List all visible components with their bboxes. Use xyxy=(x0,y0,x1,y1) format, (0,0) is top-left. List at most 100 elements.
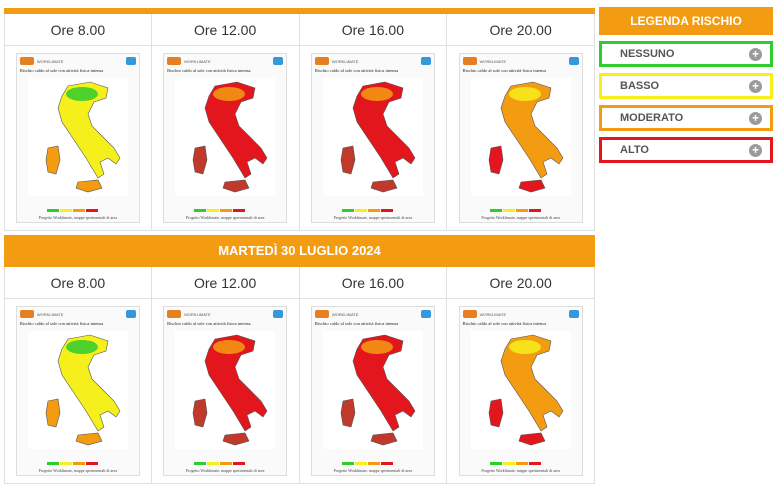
scale-swatch xyxy=(59,462,72,465)
legend-item-alto[interactable]: ALTO + xyxy=(599,137,773,163)
scale-swatch xyxy=(207,209,220,212)
scale-swatch xyxy=(380,209,393,212)
scale-swatch xyxy=(233,462,246,465)
region-shape xyxy=(57,334,121,432)
slot-cell: Ore 12.00 WORKLIMATE Rischio caldo al sol… xyxy=(151,267,300,484)
worklimate-logo xyxy=(462,310,477,318)
scale-swatch xyxy=(220,462,233,465)
alpine-zone xyxy=(213,340,246,354)
risk-map-image[interactable]: WORKLIMATE Rischio caldo al sole con atti… xyxy=(310,53,435,223)
map-title: Rischio caldo al sole con attività fisic… xyxy=(462,321,546,326)
logo-text: WORKLIMATE xyxy=(184,58,211,64)
region-shape xyxy=(204,81,268,179)
region-shape xyxy=(370,179,398,193)
alpine-zone xyxy=(360,340,393,354)
alpine-zone xyxy=(508,340,541,354)
map-title: Rischio caldo al sole con attività fisic… xyxy=(19,321,104,326)
slot-cell: Ore 20.00 WORKLIMATE Rischio caldo al sol… xyxy=(447,267,595,484)
slot-cell: Ore 8.00 WORKLIMATE Rischio caldo al sole… xyxy=(4,267,152,484)
slot-time: Ore 20.00 xyxy=(447,14,594,46)
risk-map-image[interactable]: WORKLIMATE Rischio caldo al sole con atti… xyxy=(163,53,288,223)
scale-swatch xyxy=(528,462,541,465)
legend-item-nessuno[interactable]: NESSUNO + xyxy=(599,41,773,67)
scale-swatch xyxy=(341,209,354,212)
map-color-scale xyxy=(489,209,541,212)
region-shape xyxy=(57,81,121,179)
partner-logo xyxy=(568,57,579,65)
risk-map-image[interactable]: WORKLIMATE Rischio caldo al sole con atti… xyxy=(458,53,583,223)
legend-title: LEGENDA RISCHIO xyxy=(599,7,773,35)
map-color-scale xyxy=(341,209,393,212)
legend-item-label: MODERATO xyxy=(620,112,684,124)
map-footer: Progetto Worklimate, mappe sperimentali … xyxy=(333,215,413,220)
scale-swatch xyxy=(489,209,502,212)
logo-text: WORKLIMATE xyxy=(479,58,507,64)
plus-circle-icon[interactable]: + xyxy=(749,111,762,125)
region-shape xyxy=(75,432,103,446)
scale-swatch xyxy=(85,462,98,465)
worklimate-logo xyxy=(19,310,34,318)
legend-item-moderato[interactable]: MODERATO + xyxy=(599,105,773,131)
logo-text: WORKLIMATE xyxy=(331,311,359,317)
scale-swatch xyxy=(194,209,207,212)
map-title: Rischio caldo al sole con attività fisic… xyxy=(314,321,399,326)
risk-map-image[interactable]: WORKLIMATE Rischio caldo al sole con atti… xyxy=(163,306,288,476)
region-shape xyxy=(75,179,103,193)
slot-time: Ore 16.00 xyxy=(299,267,447,299)
slot-time: Ore 8.00 xyxy=(5,267,151,299)
plus-circle-icon[interactable]: + xyxy=(749,79,762,93)
worklimate-logo xyxy=(462,57,477,65)
partner-logo xyxy=(273,57,284,65)
legend-item-basso[interactable]: BASSO + xyxy=(599,73,773,99)
alpine-zone xyxy=(65,87,98,101)
plus-circle-icon[interactable]: + xyxy=(749,47,762,61)
slot-cell: Ore 8.00 WORKLIMATE Rischio caldo al sole… xyxy=(4,14,152,231)
day-2-row: Ore 8.00 WORKLIMATE Rischio caldo al sole… xyxy=(4,267,595,484)
region-shape xyxy=(192,145,208,175)
scale-swatch xyxy=(194,462,207,465)
slot-cell: Ore 12.00 WORKLIMATE Rischio caldo al sol… xyxy=(151,14,300,231)
scale-swatch xyxy=(380,462,393,465)
italy-map xyxy=(322,78,423,196)
region-shape xyxy=(45,145,61,175)
region-shape xyxy=(500,81,563,179)
risk-map-image[interactable]: WORKLIMATE Rischio caldo al sole con atti… xyxy=(310,306,435,476)
region-shape xyxy=(488,145,503,175)
region-shape xyxy=(352,81,416,179)
worklimate-logo xyxy=(19,57,34,65)
alpine-zone xyxy=(508,87,541,101)
map-color-scale xyxy=(194,209,246,212)
italy-map xyxy=(175,78,276,196)
logo-text: WORKLIMATE xyxy=(36,311,64,317)
risk-map-image[interactable]: WORKLIMATE Rischio caldo al sole con atti… xyxy=(15,53,140,223)
region-shape xyxy=(352,334,416,432)
region-shape xyxy=(488,398,503,428)
partner-logo xyxy=(125,57,136,65)
plus-circle-icon[interactable]: + xyxy=(749,143,762,157)
italy-map xyxy=(470,331,571,449)
legend-item-label: ALTO xyxy=(620,144,649,156)
risk-map-image[interactable]: WORKLIMATE Rischio caldo al sole con atti… xyxy=(458,306,583,476)
slot-time: Ore 20.00 xyxy=(447,267,594,299)
scale-swatch xyxy=(367,462,380,465)
slot-time: Ore 8.00 xyxy=(5,14,151,46)
forecast-grid: Ore 8.00 WORKLIMATE Rischio caldo al sole… xyxy=(4,8,595,484)
italy-map xyxy=(27,78,128,196)
partner-logo xyxy=(125,310,136,318)
scale-swatch xyxy=(85,209,98,212)
region-shape xyxy=(222,432,250,446)
scale-swatch xyxy=(367,209,380,212)
alpine-zone xyxy=(360,87,393,101)
region-shape xyxy=(222,179,250,193)
scale-swatch xyxy=(72,209,85,212)
scale-swatch xyxy=(46,209,59,212)
scale-swatch xyxy=(515,209,528,212)
scale-swatch xyxy=(502,462,515,465)
scale-swatch xyxy=(233,209,246,212)
region-shape xyxy=(340,145,356,175)
risk-map-image[interactable]: WORKLIMATE Rischio caldo al sole con atti… xyxy=(15,306,140,476)
scale-swatch xyxy=(502,209,515,212)
partner-logo xyxy=(420,57,431,65)
map-title: Rischio caldo al sole con attività fisic… xyxy=(314,68,399,73)
region-shape xyxy=(518,179,546,193)
